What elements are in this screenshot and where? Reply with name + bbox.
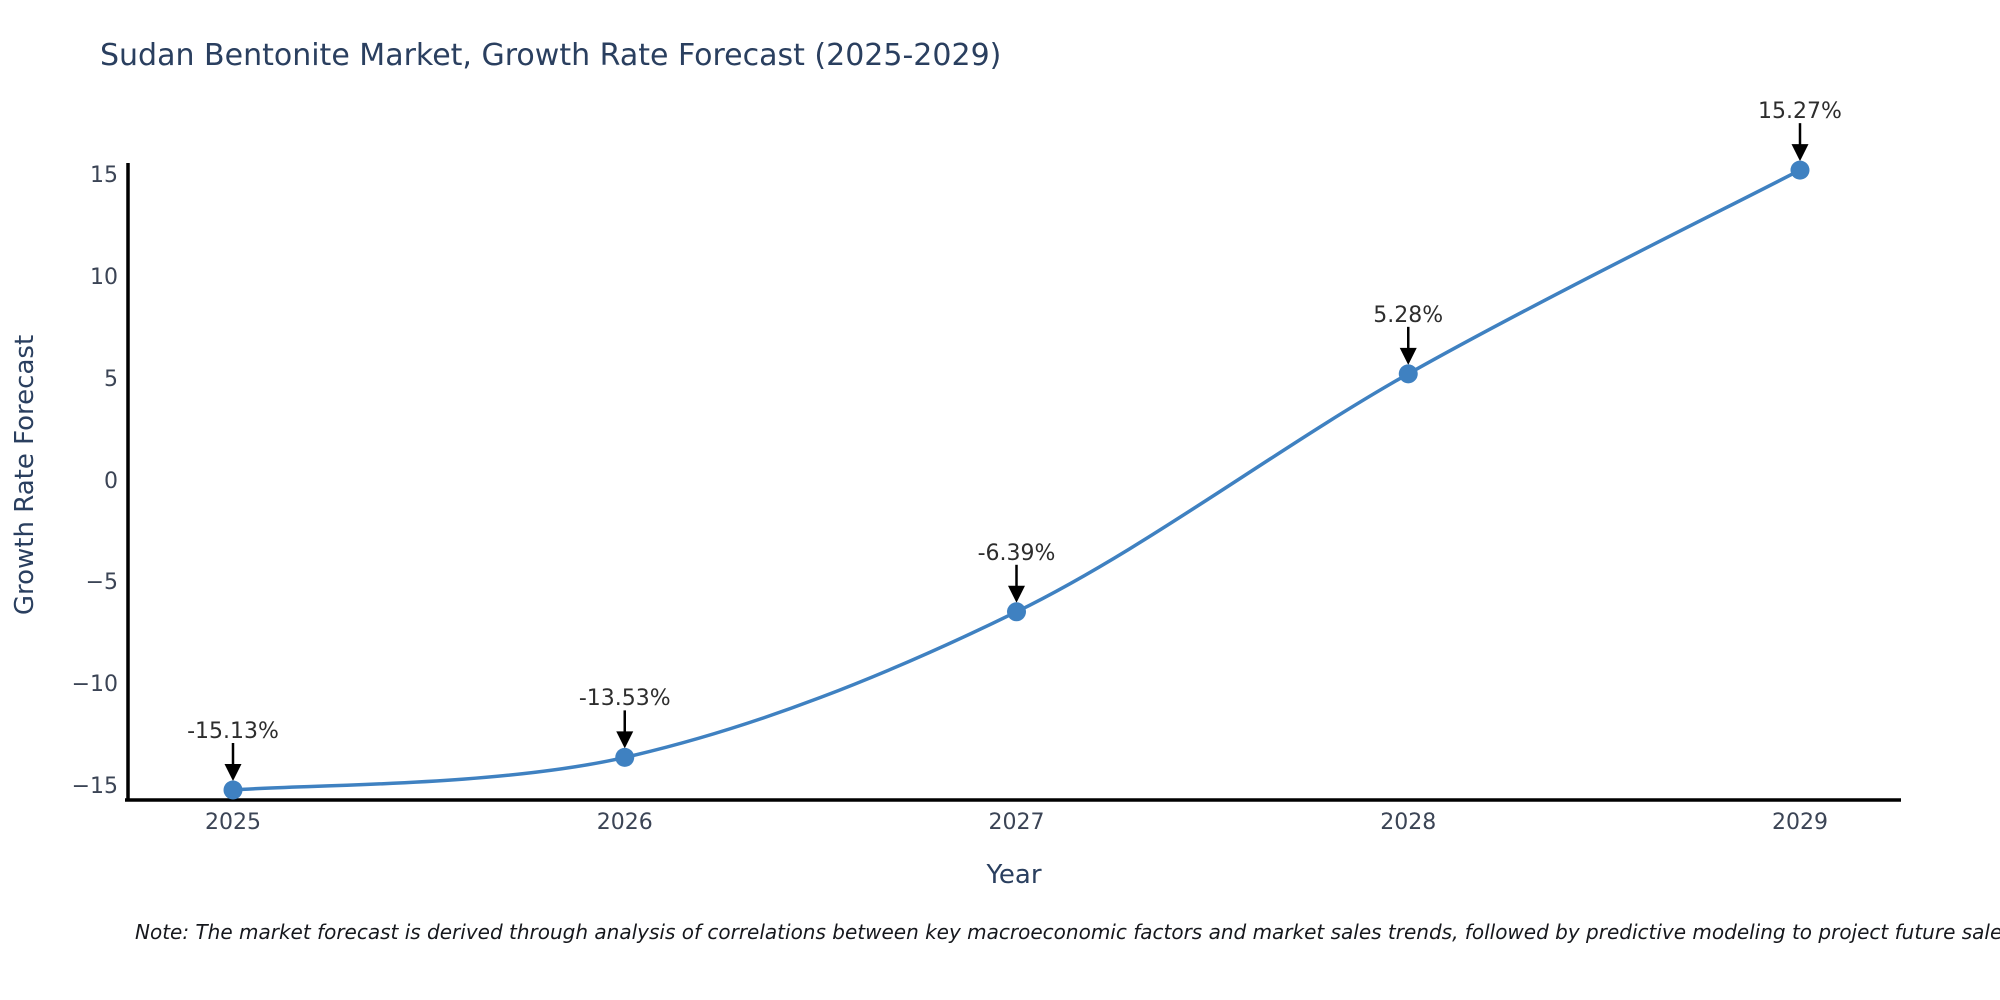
data-point-marker[interactable] bbox=[1007, 602, 1026, 622]
annotation-arrowhead bbox=[1008, 585, 1025, 603]
point-value-label: 15.27% bbox=[1758, 99, 1842, 125]
annotation-arrowhead bbox=[616, 731, 634, 749]
x-tick-label: 2026 bbox=[596, 810, 653, 835]
chart-title: Sudan Bentonite Market, Growth Rate Fore… bbox=[100, 38, 1002, 73]
annotation-arrowhead bbox=[1399, 347, 1417, 365]
data-point-marker[interactable] bbox=[1790, 160, 1810, 180]
data-point-marker[interactable] bbox=[1398, 364, 1418, 384]
point-value-label: -13.53% bbox=[578, 686, 671, 712]
x-tick-label: 2027 bbox=[988, 810, 1045, 835]
x-tick-label: 2025 bbox=[205, 810, 261, 835]
x-tick-label: 2029 bbox=[1772, 810, 1828, 835]
footnote: Note: The market forecast is derived thr… bbox=[135, 920, 2000, 944]
annotation-arrowhead bbox=[1791, 144, 1809, 162]
y-tick-label: −15 bbox=[71, 774, 118, 800]
x-axis-title: Year bbox=[986, 860, 1042, 890]
y-tick-label: −10 bbox=[71, 672, 118, 698]
x-tick-label: 2028 bbox=[1380, 810, 1437, 835]
point-value-label: 5.28% bbox=[1373, 302, 1444, 328]
point-value-label: -6.39% bbox=[977, 540, 1056, 566]
y-tick-label: 0 bbox=[104, 468, 118, 494]
data-point-marker[interactable] bbox=[615, 747, 635, 767]
forecast-line bbox=[231, 168, 1802, 792]
y-tick-label: −5 bbox=[85, 570, 118, 596]
y-tick-label: 15 bbox=[90, 162, 118, 188]
point-value-label: -15.13% bbox=[187, 719, 279, 744]
y-tick-label: 5 bbox=[104, 366, 118, 392]
annotation-arrowhead bbox=[224, 764, 242, 782]
y-tick-label: 10 bbox=[90, 264, 118, 290]
data-point-marker[interactable] bbox=[223, 780, 243, 800]
